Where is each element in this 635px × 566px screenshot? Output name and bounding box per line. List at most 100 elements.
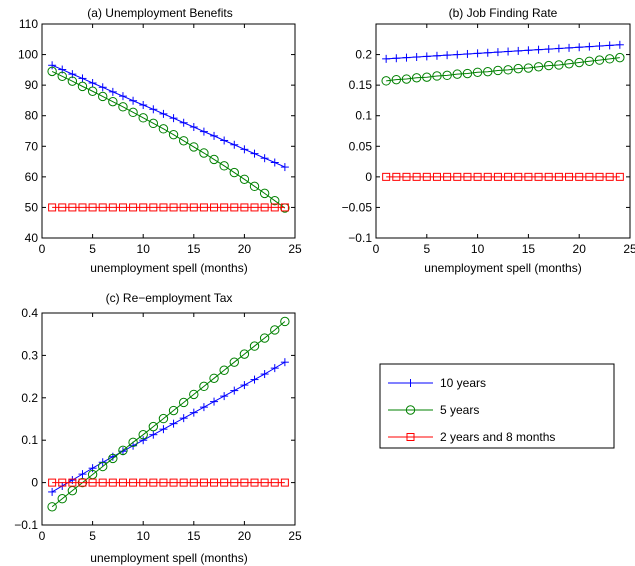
data-point xyxy=(179,478,188,487)
data-point xyxy=(148,118,159,129)
data-point xyxy=(472,67,483,78)
data-point xyxy=(57,71,67,81)
data-point xyxy=(574,57,584,68)
data-point xyxy=(159,203,168,212)
data-point xyxy=(402,53,411,62)
data-point xyxy=(47,66,57,77)
data-point xyxy=(67,76,78,86)
x-tick-label: 10 xyxy=(137,242,151,256)
y-tick-label: 0.2 xyxy=(21,391,38,405)
data-point xyxy=(158,124,169,134)
data-point xyxy=(453,50,462,59)
data-point xyxy=(473,172,482,181)
data-point xyxy=(504,47,513,56)
data-point xyxy=(406,433,415,441)
series-line xyxy=(51,70,286,209)
data-point xyxy=(98,203,107,212)
panel-re-employment-tax: (c) Re−employment Tax unemployment spell… xyxy=(14,291,302,565)
data-point xyxy=(240,381,249,390)
data-point xyxy=(129,203,138,212)
data-point xyxy=(78,478,87,487)
data-point xyxy=(533,62,544,72)
data-point xyxy=(118,447,127,456)
series-plus xyxy=(48,61,289,172)
data-point xyxy=(189,408,198,417)
data-point xyxy=(220,392,229,401)
data-point xyxy=(615,40,624,49)
data-point xyxy=(452,69,462,79)
legend-box xyxy=(379,363,615,449)
data-point xyxy=(405,405,416,415)
series-line xyxy=(51,321,286,508)
legend-entry: 2 years and 8 months xyxy=(388,430,555,444)
data-point xyxy=(240,145,249,154)
data-point xyxy=(48,487,57,496)
data-point xyxy=(250,203,259,212)
data-point xyxy=(78,470,87,479)
data-point xyxy=(88,79,97,88)
data-point xyxy=(108,478,117,487)
data-point xyxy=(595,172,604,181)
series-square xyxy=(48,478,289,487)
data-point xyxy=(523,63,534,73)
data-point xyxy=(179,118,188,127)
data-point xyxy=(411,73,422,83)
data-point xyxy=(391,74,402,85)
data-point xyxy=(382,172,391,181)
data-point xyxy=(98,461,108,472)
data-point xyxy=(128,437,138,448)
panel-job-finding-rate: (b) Job Finding Rate unemployment spell … xyxy=(342,6,635,275)
data-point xyxy=(270,478,279,487)
y-tick-label: −0.1 xyxy=(348,231,372,245)
data-point xyxy=(565,172,574,181)
data-point xyxy=(58,203,67,212)
data-point xyxy=(493,172,502,181)
data-point xyxy=(260,154,269,163)
data-point xyxy=(58,478,67,487)
data-point xyxy=(249,341,260,351)
data-point xyxy=(189,203,198,212)
data-point xyxy=(544,45,553,54)
data-point xyxy=(159,109,168,118)
data-point xyxy=(412,53,421,62)
y-tick-label: 40 xyxy=(25,231,39,245)
series-square xyxy=(48,203,289,212)
data-point xyxy=(534,172,543,181)
data-point xyxy=(544,60,554,71)
data-point xyxy=(98,91,108,102)
y-tick-label: 90 xyxy=(25,78,39,92)
data-point xyxy=(504,172,513,181)
data-point xyxy=(240,203,249,212)
data-point xyxy=(239,174,250,185)
data-point xyxy=(270,325,280,335)
data-point xyxy=(139,436,148,445)
x-tick-label: 5 xyxy=(423,242,430,256)
y-tick-label: 70 xyxy=(25,139,39,153)
data-point xyxy=(575,172,584,181)
data-point xyxy=(524,172,533,181)
data-point xyxy=(432,51,441,60)
data-point xyxy=(168,405,179,416)
data-point xyxy=(270,203,279,212)
data-point xyxy=(483,172,492,181)
data-point xyxy=(220,136,229,145)
data-point xyxy=(87,86,98,96)
panel-unemployment-benefits: (a) Unemployment Benefits unemployment s… xyxy=(18,6,302,275)
data-point xyxy=(595,42,604,51)
x-tick-label: 20 xyxy=(573,242,587,256)
data-point xyxy=(483,48,492,57)
legend-label: 10 years xyxy=(440,376,486,390)
data-point xyxy=(189,142,199,152)
data-point xyxy=(77,81,88,92)
x-tick-label: 5 xyxy=(89,242,96,256)
data-point xyxy=(98,83,107,92)
data-point xyxy=(138,429,148,440)
data-point xyxy=(229,167,239,178)
series-square xyxy=(382,172,624,181)
data-point xyxy=(280,203,289,212)
data-point xyxy=(250,478,259,487)
data-point xyxy=(57,494,67,504)
data-point xyxy=(149,430,158,439)
data-point xyxy=(68,203,77,212)
